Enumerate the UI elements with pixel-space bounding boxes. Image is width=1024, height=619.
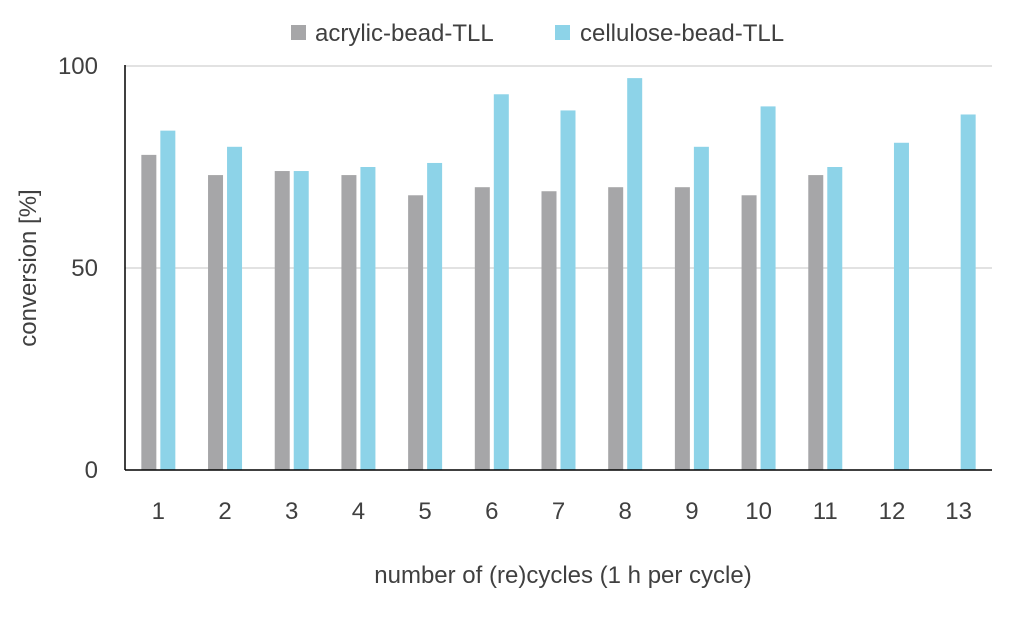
x-tick-label: 5 (418, 498, 431, 525)
bars (141, 78, 976, 471)
bar-acrylic-bead-TLL-10 (741, 195, 757, 470)
x-tick-label: 10 (745, 498, 772, 525)
legend-swatch (555, 25, 570, 40)
bar-cellulose-bead-TLL-11 (827, 167, 843, 470)
gridlines (125, 65, 992, 269)
bar-cellulose-bead-TLL-8 (627, 78, 643, 471)
legend-label: cellulose-bead-TLL (580, 20, 784, 47)
x-tick-label: 2 (218, 498, 231, 525)
x-tick-label: 3 (285, 498, 298, 525)
bar-acrylic-bead-TLL-2 (208, 175, 224, 470)
bar-cellulose-bead-TLL-3 (293, 171, 309, 471)
bar-cellulose-bead-TLL-10 (760, 106, 776, 471)
bar-cellulose-bead-TLL-13 (960, 114, 976, 470)
y-tick-labels: 0 50 100 (58, 53, 98, 484)
bar-cellulose-bead-TLL-9 (693, 146, 709, 471)
y-tick-label: 50 (71, 255, 98, 282)
x-tick-label: 1 (152, 498, 165, 525)
bar-cellulose-bead-TLL-2 (227, 146, 243, 471)
bar-cellulose-bead-TLL-7 (560, 110, 576, 470)
x-tick-label: 7 (552, 498, 565, 525)
x-tick-label: 12 (879, 498, 906, 525)
bar-acrylic-bead-TLL-6 (474, 187, 490, 470)
x-tick-label: 9 (685, 498, 698, 525)
bar-acrylic-bead-TLL-4 (341, 175, 357, 470)
bar-cellulose-bead-TLL-1 (160, 130, 176, 470)
bar-acrylic-bead-TLL-8 (608, 187, 624, 470)
bar-acrylic-bead-TLL-7 (541, 191, 557, 471)
bar-cellulose-bead-TLL-6 (493, 94, 509, 470)
x-axis-title: number of (re)cycles (1 h per cycle) (374, 562, 751, 589)
legend-label: acrylic-bead-TLL (315, 20, 494, 47)
bar-cellulose-bead-TLL-12 (893, 142, 909, 470)
x-tick-label: 11 (813, 498, 838, 525)
x-tick-label: 8 (619, 498, 632, 525)
bar-cellulose-bead-TLL-4 (360, 167, 376, 470)
x-tick-label: 13 (945, 498, 972, 525)
bar-acrylic-bead-TLL-5 (408, 195, 424, 470)
y-tick-label: 0 (85, 457, 98, 484)
legend-swatch (291, 25, 306, 40)
x-tick-labels: 1 2 3 4 5 6 7 8 9 10 11 12 13 (152, 498, 972, 525)
legend: acrylic-bead-TLL cellulose-bead-TLL (291, 20, 784, 47)
bar-acrylic-bead-TLL-9 (674, 187, 690, 470)
bar-cellulose-bead-TLL-5 (427, 162, 443, 470)
bar-acrylic-bead-TLL-1 (141, 154, 157, 470)
y-tick-label: 100 (58, 53, 98, 80)
bar-acrylic-bead-TLL-3 (274, 171, 290, 471)
x-tick-label: 6 (485, 498, 498, 525)
x-tick-label: 4 (352, 498, 365, 525)
bar-acrylic-bead-TLL-11 (808, 175, 824, 470)
y-axis-title: conversion [%] (15, 189, 42, 346)
axes (124, 65, 992, 471)
